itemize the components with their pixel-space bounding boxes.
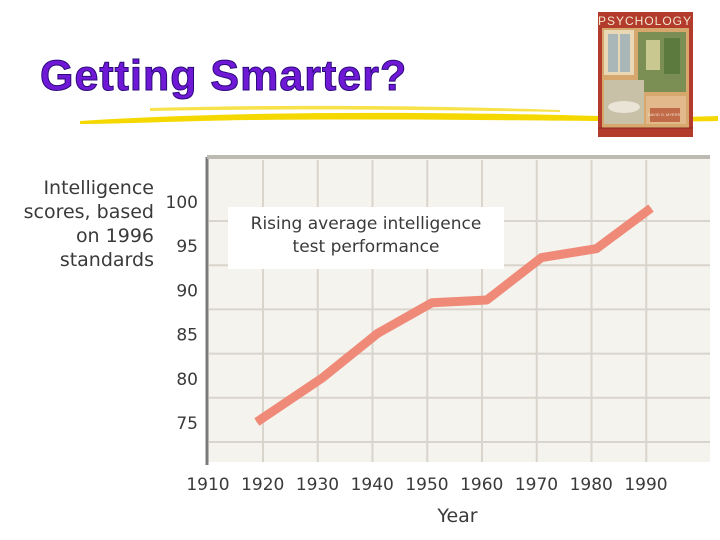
x-tick-label: 1940 xyxy=(351,475,394,495)
y-axis-label-line: on 1996 xyxy=(75,225,154,247)
y-tick-label: 100 xyxy=(166,193,198,213)
title-underline-stroke xyxy=(80,112,718,124)
y-tick-label: 80 xyxy=(176,370,198,390)
x-tick-label: 1910 xyxy=(186,475,229,495)
y-tick-label: 75 xyxy=(176,414,198,434)
x-tick-label: 1960 xyxy=(460,475,503,495)
title-underline-stroke-2 xyxy=(150,105,560,112)
data-point xyxy=(595,248,597,250)
x-axis-label: Year xyxy=(437,505,478,527)
data-point xyxy=(322,377,323,379)
y-tick-label: 90 xyxy=(176,281,198,301)
x-tick-label: 1990 xyxy=(624,475,667,495)
data-point xyxy=(650,207,652,209)
y-axis-label-line: Intelligence xyxy=(43,177,154,199)
annotation-line: Rising average intelligence xyxy=(250,214,482,234)
y-tick-label: 85 xyxy=(176,326,198,346)
data-point xyxy=(376,333,378,335)
book-cover: PSYCHOLOGY DAVID G. MYERS xyxy=(598,12,693,137)
x-tick-label: 1970 xyxy=(515,475,558,495)
x-tick-label: 1950 xyxy=(405,475,448,495)
y-axis-label-line: standards xyxy=(59,249,154,271)
series-line xyxy=(254,204,654,426)
data-point xyxy=(256,421,258,423)
data-point xyxy=(431,302,433,304)
x-tick-labels: 1910 1920 1930 1940 1950 1960 1970 1980 1990 xyxy=(186,475,667,495)
annotation-line: test performance xyxy=(292,237,440,257)
chart-annotation: Rising average intelligence test perform… xyxy=(228,207,504,269)
y-tick-labels: 75 80 85 90 95 100 xyxy=(166,193,198,434)
series-layer xyxy=(254,204,654,426)
y-tick-label: 95 xyxy=(176,237,198,257)
slide-title: Getting Smarter? xyxy=(39,52,408,101)
x-tick-label: 1920 xyxy=(241,475,284,495)
y-axis-label-line: scores, based xyxy=(23,201,154,223)
y-axis-label: Intelligence scores, based on 1996 stand… xyxy=(4,176,154,272)
book-cover-author: DAVID G. MYERS xyxy=(648,112,681,117)
book-cover-title: PSYCHOLOGY xyxy=(598,14,692,28)
data-point xyxy=(486,299,488,301)
x-tick-label: 1930 xyxy=(296,475,339,495)
x-tick-label: 1980 xyxy=(570,475,613,495)
data-point xyxy=(541,257,542,259)
